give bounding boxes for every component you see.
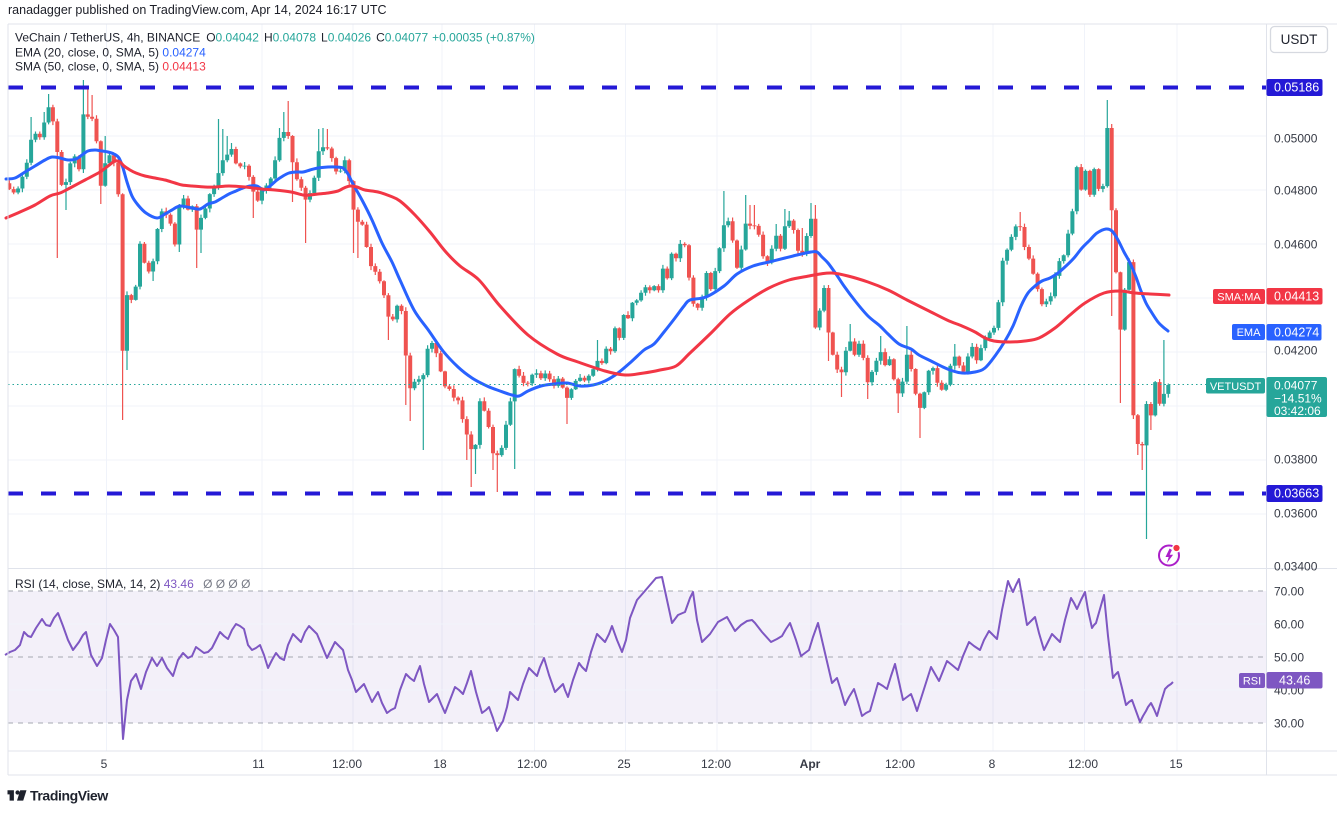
svg-text:EMA (20, close, 0, SMA, 5) 0.0: EMA (20, close, 0, SMA, 5) 0.04274 [15, 46, 206, 60]
svg-text:5: 5 [101, 757, 108, 771]
svg-text:0.04800: 0.04800 [1274, 184, 1318, 198]
svg-text:03:42:06: 03:42:06 [1274, 404, 1321, 418]
svg-text:SMA:MA: SMA:MA [1217, 292, 1261, 304]
svg-text:50.00: 50.00 [1274, 651, 1304, 665]
svg-text:0.04600: 0.04600 [1274, 238, 1318, 252]
svg-text:8: 8 [989, 757, 996, 771]
svg-text:RSI: RSI [1243, 676, 1261, 688]
svg-text:12:00: 12:00 [1068, 757, 1098, 771]
svg-text:12:00: 12:00 [517, 757, 547, 771]
svg-text:ranadagger published on Tradin: ranadagger published on TradingView.com,… [8, 3, 387, 17]
svg-text:SMA (50, close, 0, SMA, 5) 0.0: SMA (50, close, 0, SMA, 5) 0.04413 [15, 60, 206, 74]
svg-text:0.03600: 0.03600 [1274, 507, 1318, 521]
svg-text:0.05186: 0.05186 [1274, 81, 1319, 95]
svg-text:12:00: 12:00 [885, 757, 915, 771]
svg-text:12:00: 12:00 [701, 757, 731, 771]
svg-text:Apr: Apr [800, 757, 821, 771]
svg-text:VETUSDT: VETUSDT [1210, 381, 1262, 393]
svg-text:VeChain / TetherUS, 4h, BINANC: VeChain / TetherUS, 4h, BINANCE O0.04042 H… [15, 31, 535, 45]
svg-text:0.03400: 0.03400 [1274, 560, 1318, 574]
svg-text:25: 25 [617, 757, 631, 771]
svg-text:−14.51%: −14.51% [1274, 392, 1322, 406]
svg-text:30.00: 30.00 [1274, 717, 1304, 731]
svg-text:EMA: EMA [1237, 327, 1262, 339]
svg-text:60.00: 60.00 [1274, 618, 1304, 632]
svg-text:0.04077: 0.04077 [1274, 379, 1318, 393]
svg-text:15: 15 [1169, 757, 1183, 771]
svg-text:12:00: 12:00 [332, 757, 362, 771]
svg-text:0.04413: 0.04413 [1274, 289, 1319, 303]
svg-text:RSI (14, close, SMA, 14, 2) 43: RSI (14, close, SMA, 14, 2) 43.46 Ø Ø Ø … [15, 577, 250, 591]
svg-text:43.46: 43.46 [1279, 673, 1310, 687]
svg-text:TradingView: TradingView [30, 788, 108, 804]
svg-text:USDT: USDT [1281, 32, 1318, 47]
svg-text:70.00: 70.00 [1274, 585, 1304, 599]
svg-text:0.05000: 0.05000 [1274, 132, 1318, 146]
svg-text:0.04274: 0.04274 [1274, 325, 1319, 339]
svg-text:11: 11 [252, 757, 265, 771]
svg-text:0.03800: 0.03800 [1274, 453, 1318, 467]
svg-text:0.04200: 0.04200 [1274, 344, 1318, 358]
svg-text:18: 18 [433, 757, 447, 771]
svg-text:0.03663: 0.03663 [1274, 487, 1319, 501]
